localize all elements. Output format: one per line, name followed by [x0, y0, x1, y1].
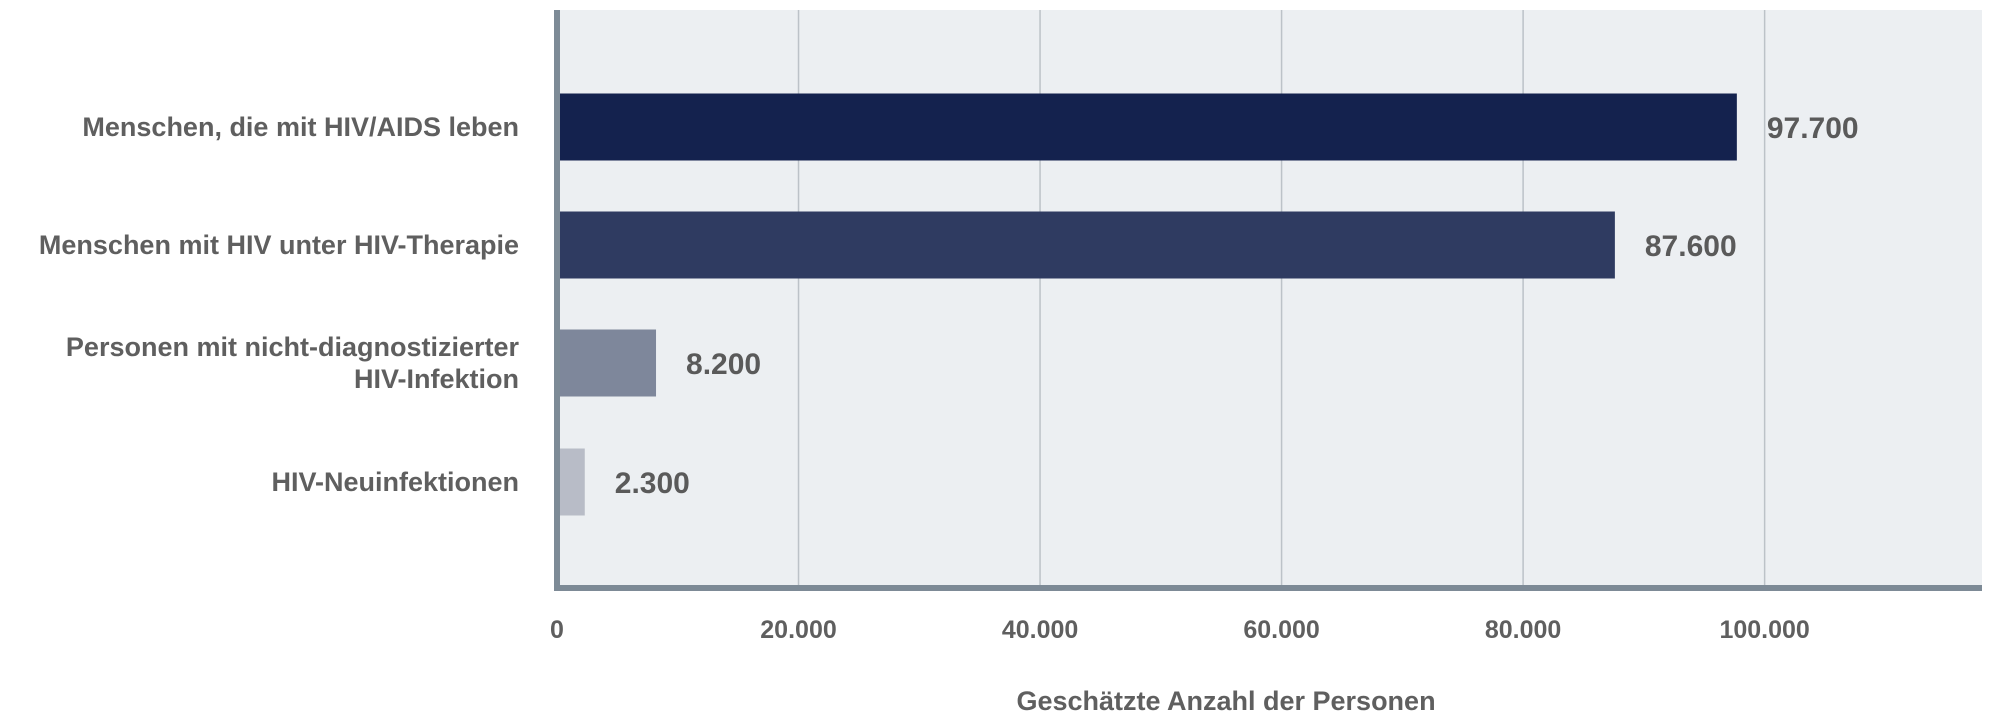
- category-label-line: Menschen, die mit HIV/AIDS leben: [82, 112, 519, 142]
- x-tick-labels: 0 20.000 40.000 60.000 80.000 100.000: [550, 616, 1810, 644]
- x-tick-label: 80.000: [1485, 616, 1561, 644]
- category-label-line: HIV-Neuinfektionen: [271, 467, 519, 497]
- x-tick-label: 20.000: [760, 616, 836, 644]
- data-label: 97.700: [1767, 112, 1859, 145]
- bar: [557, 329, 657, 397]
- x-tick-label: 100.000: [1719, 616, 1809, 644]
- axes: [554, 10, 1982, 591]
- bars: [557, 93, 1737, 516]
- data-label: 2.300: [615, 467, 690, 500]
- x-axis-title: Geschätzte Anzahl der Personen: [1016, 686, 1435, 716]
- data-label: 87.600: [1645, 230, 1737, 263]
- category-label-line: Menschen mit HIV unter HIV-Therapie: [39, 230, 519, 260]
- data-label: 8.200: [686, 348, 761, 381]
- category-label: Menschen mit HIV unter HIV-Therapie: [39, 230, 519, 260]
- category-label: Menschen, die mit HIV/AIDS leben: [82, 112, 519, 142]
- category-label: Personen mit nicht-diagnostizierter HIV-I…: [66, 332, 520, 394]
- value-labels: 97.700 87.600 8.200 2.300: [615, 112, 1859, 500]
- x-tick-label: 0: [550, 616, 564, 644]
- category-label-line: HIV-Infektion: [354, 364, 519, 394]
- category-labels: Menschen, die mit HIV/AIDS leben Menschen…: [39, 112, 520, 497]
- bar: [557, 211, 1615, 279]
- bar: [557, 93, 1737, 161]
- bar: [557, 448, 585, 516]
- x-tick-label: 40.000: [1002, 616, 1078, 644]
- category-label-line: Personen mit nicht-diagnostizierter: [66, 332, 520, 362]
- category-label: HIV-Neuinfektionen: [271, 467, 519, 497]
- x-tick-label: 60.000: [1243, 616, 1319, 644]
